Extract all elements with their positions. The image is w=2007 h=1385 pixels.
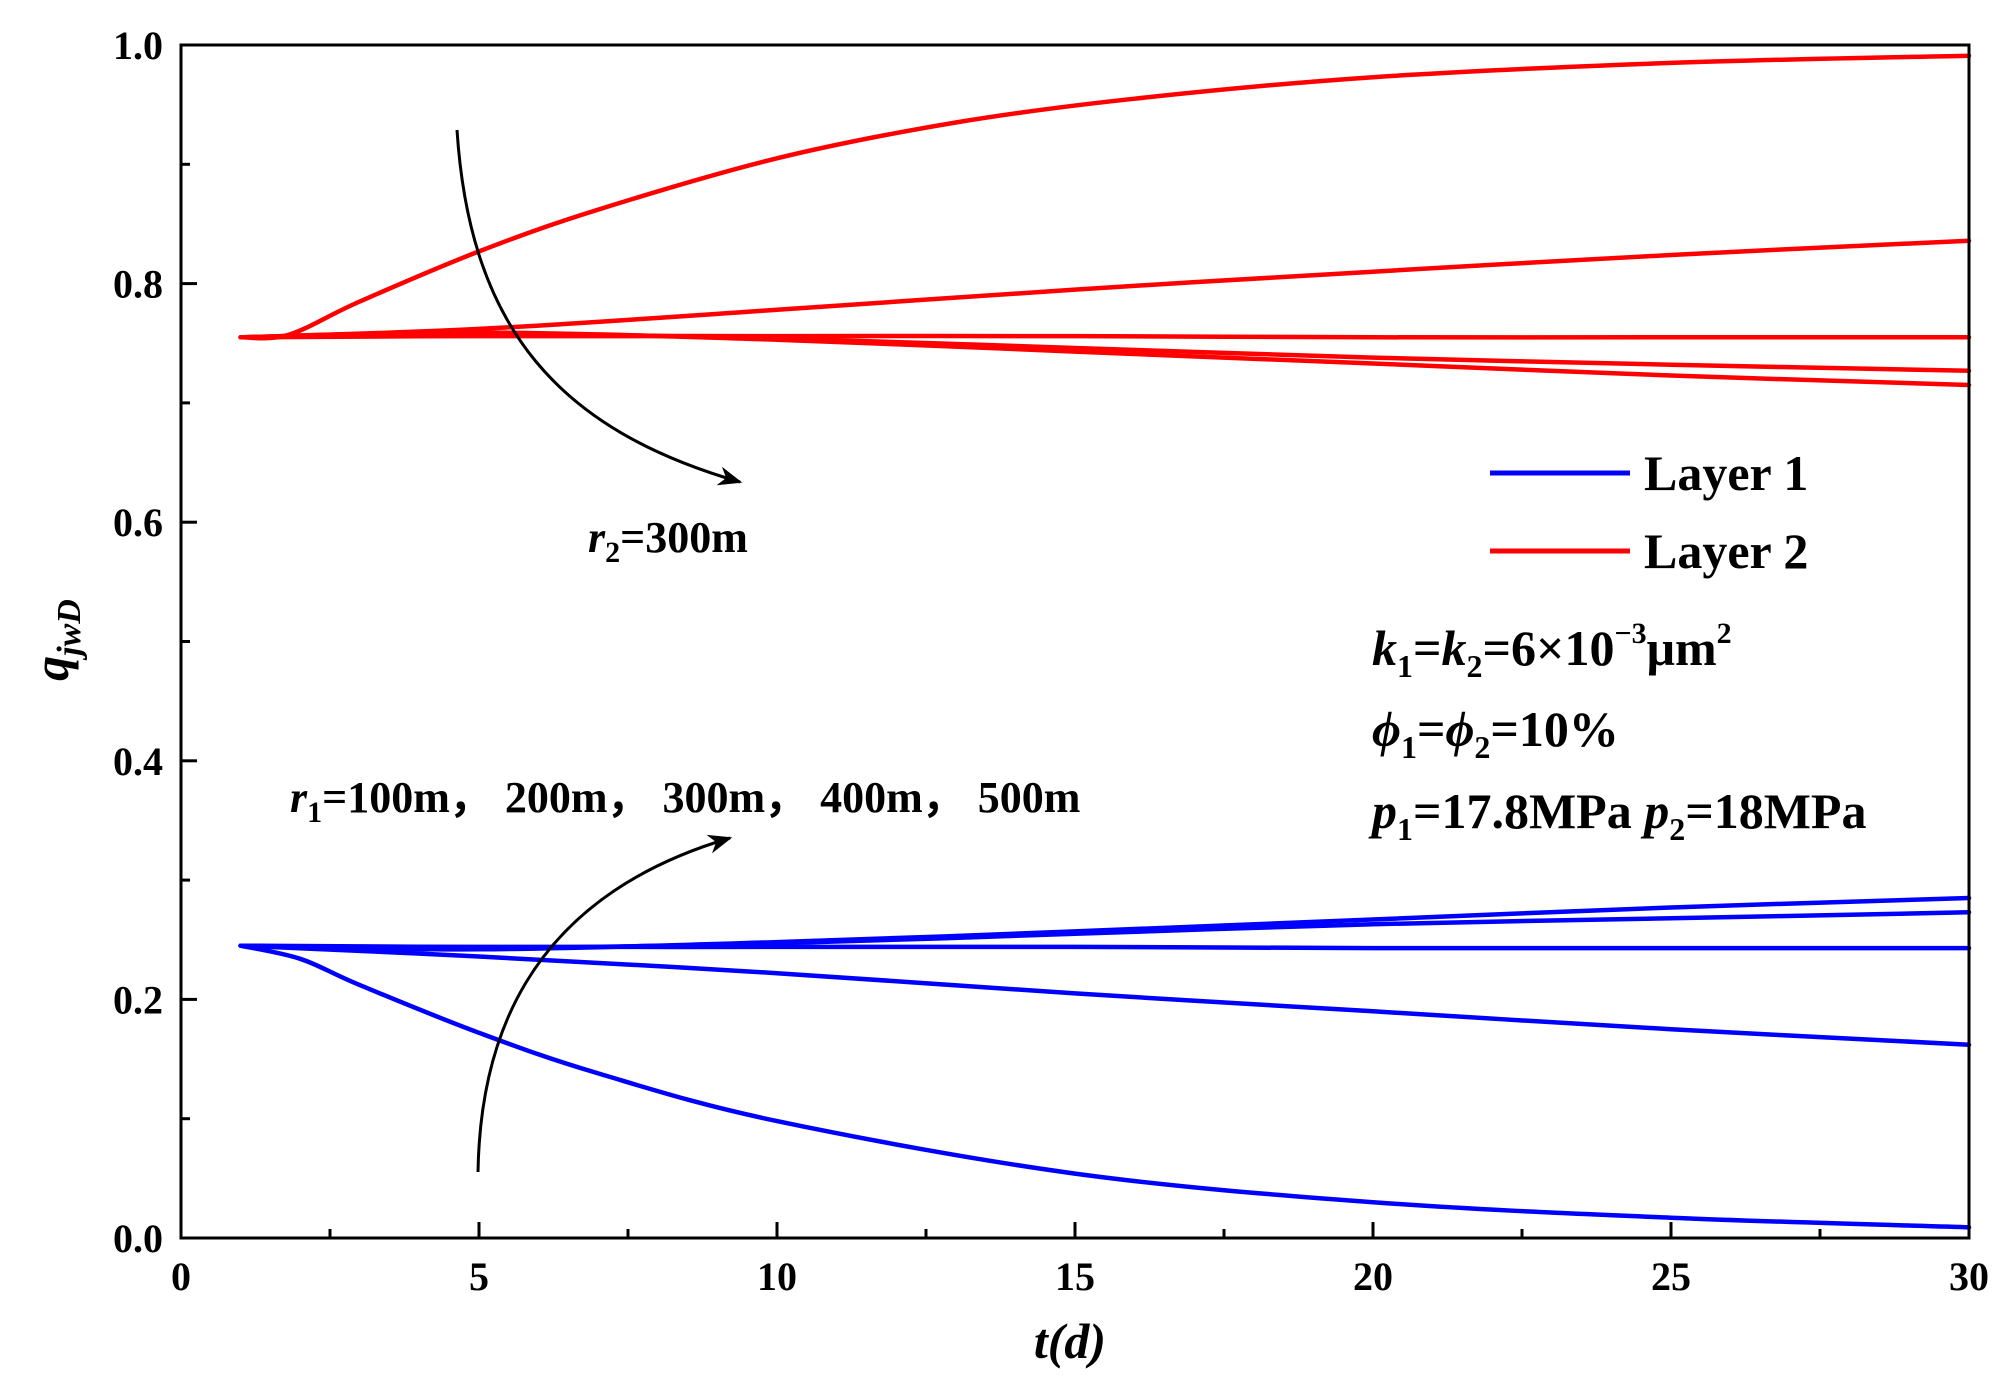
series-line-2 [238, 943, 1972, 1047]
y-tick-label: 0.6 [113, 500, 163, 545]
series-line-7 [238, 238, 1972, 340]
param-pressure: p1=17.8MPa p2=18MPa [1368, 783, 1866, 847]
series-line-8 [238, 333, 1972, 340]
x-tick-label: 0 [171, 1254, 191, 1299]
y-axis-title: qjwD [23, 599, 88, 681]
y-tick-label: 0.8 [113, 262, 163, 307]
x-tick-label: 5 [469, 1254, 489, 1299]
series-line-5 [238, 895, 1972, 952]
series-lines [238, 53, 1972, 1230]
param-porosity: ϕ1=ϕ2=10% [1372, 701, 1619, 765]
y-tick-label: 0.4 [113, 739, 163, 784]
r2-annotation: r2=300m [588, 513, 748, 569]
x-tick-label: 20 [1353, 1254, 1393, 1299]
x-axis-title: t(d) [1034, 1313, 1106, 1369]
x-tick-label: 10 [757, 1254, 797, 1299]
param-permeability: k1=k2=6×10−3μm2 [1372, 617, 1732, 684]
y-tick-label: 0.0 [113, 1216, 163, 1261]
legend-label-layer-1: Layer 1 [1644, 445, 1808, 501]
y-tick-label: 1.0 [113, 23, 163, 68]
r2-arrow [455, 129, 743, 486]
x-tick-label: 25 [1651, 1254, 1691, 1299]
y-tick-label: 0.2 [113, 977, 163, 1022]
series-line-6 [238, 53, 1972, 341]
x-tick-label: 15 [1055, 1254, 1095, 1299]
axes: 0 5 10 15 20 25 30 0.0 0.2 0.4 0.6 0.8 1.0 [113, 23, 1989, 1299]
x-tick-label: 30 [1949, 1254, 1989, 1299]
legend-label-layer-2: Layer 2 [1644, 523, 1808, 579]
r1-arrow [476, 834, 733, 1173]
series-line-1 [238, 943, 1972, 1230]
r1-annotation: r1=100m， 200m， 300m， 400m， 500m [290, 773, 1080, 829]
legend: Layer 1 Layer 2 [1490, 445, 1808, 579]
series-line-10 [238, 330, 1972, 388]
